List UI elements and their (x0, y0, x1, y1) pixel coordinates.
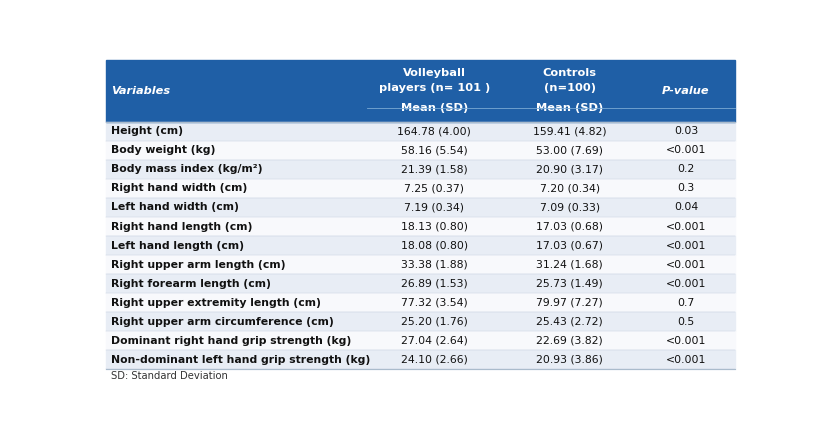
Text: 164.78 (4.00): 164.78 (4.00) (397, 126, 471, 136)
Text: Right upper extremity length (cm): Right upper extremity length (cm) (111, 297, 320, 307)
Bar (106, 293, 734, 312)
Text: Mean (SD): Mean (SD) (400, 103, 468, 113)
Text: Height (cm): Height (cm) (111, 126, 183, 136)
Text: 0.7: 0.7 (676, 297, 694, 307)
Text: <0.001: <0.001 (665, 336, 705, 346)
Text: Dominant right hand grip strength (kg): Dominant right hand grip strength (kg) (111, 336, 351, 346)
Text: Left hand width (cm): Left hand width (cm) (111, 203, 238, 213)
Text: 17.03 (0.67): 17.03 (0.67) (536, 240, 603, 251)
Bar (106, 350, 734, 369)
Text: <0.001: <0.001 (665, 355, 705, 365)
Text: 22.69 (3.82): 22.69 (3.82) (536, 336, 602, 346)
Text: Right forearm length (cm): Right forearm length (cm) (111, 278, 270, 288)
Bar (106, 236, 734, 255)
Bar (106, 141, 734, 160)
Text: 53.00 (7.69): 53.00 (7.69) (536, 145, 603, 155)
Text: <0.001: <0.001 (665, 222, 705, 232)
Text: Non-dominant left hand grip strength (kg): Non-dominant left hand grip strength (kg… (111, 355, 369, 365)
Bar (106, 122, 734, 141)
Text: 7.09 (0.33): 7.09 (0.33) (539, 203, 599, 213)
Text: SD: Standard Deviation: SD: Standard Deviation (111, 371, 228, 381)
Text: <0.001: <0.001 (665, 278, 705, 288)
Text: Right hand length (cm): Right hand length (cm) (111, 222, 251, 232)
Bar (106, 255, 734, 274)
Text: 159.41 (4.82): 159.41 (4.82) (532, 126, 606, 136)
Text: Mean (SD): Mean (SD) (536, 103, 603, 113)
Text: Volleyball: Volleyball (402, 68, 465, 78)
Text: 25.20 (1.76): 25.20 (1.76) (400, 317, 468, 326)
Text: players (n= 101 ): players (n= 101 ) (378, 83, 490, 93)
Text: 0.03: 0.03 (673, 126, 697, 136)
Text: 26.89 (1.53): 26.89 (1.53) (400, 278, 467, 288)
Text: 58.16 (5.54): 58.16 (5.54) (400, 145, 467, 155)
Text: Body weight (kg): Body weight (kg) (111, 145, 215, 155)
Bar (106, 198, 734, 217)
Bar (106, 60, 734, 122)
Text: Right hand width (cm): Right hand width (cm) (111, 184, 247, 194)
Text: Left hand length (cm): Left hand length (cm) (111, 240, 243, 251)
Text: 17.03 (0.68): 17.03 (0.68) (536, 222, 603, 232)
Text: 25.43 (2.72): 25.43 (2.72) (536, 317, 602, 326)
Text: 79.97 (7.27): 79.97 (7.27) (536, 297, 602, 307)
Text: Right upper arm length (cm): Right upper arm length (cm) (111, 259, 285, 269)
Bar (106, 312, 734, 331)
Text: 77.32 (3.54): 77.32 (3.54) (400, 297, 467, 307)
Text: <0.001: <0.001 (665, 240, 705, 251)
Text: <0.001: <0.001 (665, 145, 705, 155)
Text: Variables: Variables (111, 86, 170, 96)
Text: Controls: Controls (542, 68, 596, 78)
Text: Right upper arm circumference (cm): Right upper arm circumference (cm) (111, 317, 333, 326)
Bar (106, 160, 734, 179)
Text: (n=100): (n=100) (543, 83, 595, 93)
Text: P-value: P-value (662, 86, 709, 96)
Text: 0.5: 0.5 (676, 317, 694, 326)
Text: Body mass index (kg/m²): Body mass index (kg/m²) (111, 165, 262, 174)
Text: 20.90 (3.17): 20.90 (3.17) (536, 165, 603, 174)
Text: 25.73 (1.49): 25.73 (1.49) (536, 278, 602, 288)
Text: 18.13 (0.80): 18.13 (0.80) (400, 222, 468, 232)
Text: 33.38 (1.88): 33.38 (1.88) (400, 259, 467, 269)
Text: 21.39 (1.58): 21.39 (1.58) (400, 165, 467, 174)
Text: 27.04 (2.64): 27.04 (2.64) (400, 336, 468, 346)
Bar (106, 331, 734, 350)
Text: 0.04: 0.04 (673, 203, 697, 213)
Bar (106, 179, 734, 198)
Text: 24.10 (2.66): 24.10 (2.66) (400, 355, 468, 365)
Text: 7.20 (0.34): 7.20 (0.34) (539, 184, 599, 194)
Text: 7.19 (0.34): 7.19 (0.34) (404, 203, 464, 213)
Bar (106, 217, 734, 236)
Text: 20.93 (3.86): 20.93 (3.86) (536, 355, 602, 365)
Text: 31.24 (1.68): 31.24 (1.68) (536, 259, 602, 269)
Text: 0.2: 0.2 (676, 165, 694, 174)
Text: 18.08 (0.80): 18.08 (0.80) (400, 240, 468, 251)
Bar (106, 274, 734, 293)
Text: <0.001: <0.001 (665, 259, 705, 269)
Text: 7.25 (0.37): 7.25 (0.37) (404, 184, 464, 194)
Text: 0.3: 0.3 (676, 184, 694, 194)
